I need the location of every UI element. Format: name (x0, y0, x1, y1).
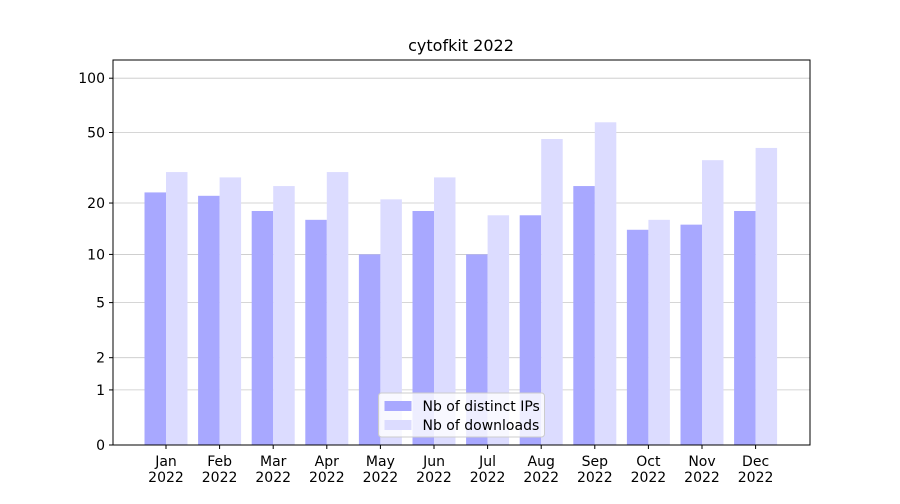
bar (198, 195, 220, 445)
bar (594, 122, 617, 445)
x-tick-label: Aug 2022 (523, 454, 559, 486)
x-tick-label: Jun 2022 (416, 454, 452, 486)
bar (755, 147, 778, 445)
x-tick-label: Nov 2022 (684, 454, 720, 486)
bar (573, 186, 595, 445)
x-tick-label: Feb 2022 (202, 454, 238, 486)
bar (326, 172, 349, 445)
legend: Nb of distinct IPs Nb of downloads (378, 392, 545, 438)
bar (380, 199, 402, 445)
y-tick-label: 50 (87, 126, 105, 142)
bar (144, 192, 166, 445)
y-tick-label: 5 (96, 296, 105, 312)
x-tick-label: Dec 2022 (738, 454, 774, 486)
bar (251, 210, 274, 445)
legend-label: Nb of downloads (423, 418, 540, 434)
bar (734, 210, 756, 445)
bar (434, 177, 456, 445)
bar (626, 229, 649, 445)
y-tick-label: 2 (96, 351, 105, 367)
x-tick-label: Sep 2022 (577, 454, 613, 486)
legend-box (378, 392, 545, 438)
x-tick-label: Apr 2022 (309, 454, 345, 486)
bar (648, 219, 670, 445)
bar (680, 224, 702, 445)
bar (702, 160, 724, 446)
bar (487, 215, 510, 445)
x-tick-label: Mar 2022 (255, 454, 291, 486)
plot-frame (112, 59, 811, 446)
x-tick-label: May 2022 (363, 454, 399, 486)
legend-label: Nb of distinct IPs (423, 399, 540, 415)
x-tick-label: Jan 2022 (148, 454, 184, 486)
bar (305, 219, 327, 445)
legend-swatch (384, 401, 412, 411)
bar (541, 139, 563, 445)
bar (219, 177, 242, 445)
y-tick-label: 10 (87, 247, 105, 263)
bar (273, 186, 295, 445)
bar (412, 210, 434, 445)
y-tick-label: 0 (96, 438, 105, 454)
x-tick-label: Oct 2022 (631, 454, 667, 486)
bar (519, 215, 542, 445)
y-tick-label: 20 (87, 196, 105, 212)
y-tick-label: 1 (96, 383, 105, 399)
chart-title: cytofkit 2022 (408, 36, 514, 55)
y-tick-label: 100 (78, 71, 105, 87)
bar (166, 172, 188, 445)
x-tick-label: Jul 2022 (470, 454, 506, 486)
bar (358, 254, 381, 445)
legend-swatch (384, 420, 412, 430)
